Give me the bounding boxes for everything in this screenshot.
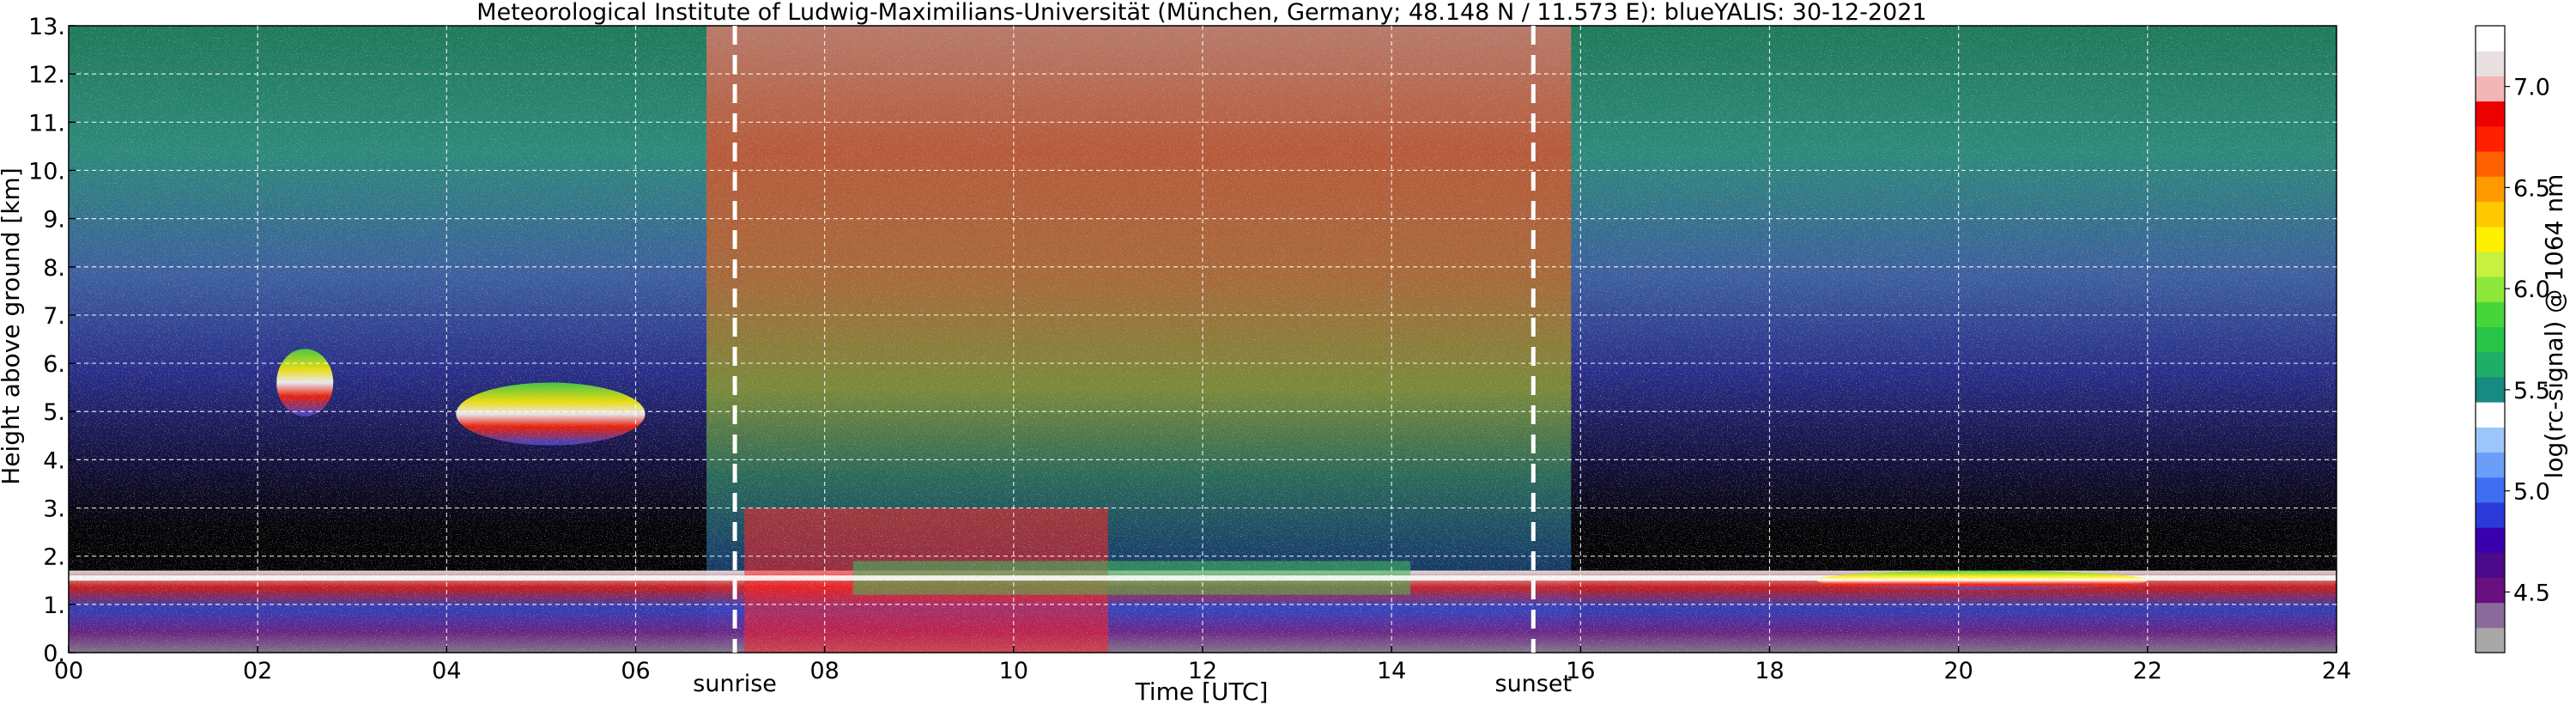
colorbar: 4.5 5.0 5.5 6.0 6.5 7.0: [2475, 25, 2550, 653]
colorbar-segment: [2476, 477, 2505, 503]
colorbar-segment: [2476, 226, 2505, 252]
event-label-sunset: sunset: [1495, 671, 1573, 697]
colorbar-segment: [2476, 176, 2505, 202]
x-tick-label: 04: [432, 658, 461, 684]
y-tick-label: 12.: [28, 62, 65, 88]
colorbar-segment: [2476, 627, 2505, 653]
colorbar-segment: [2476, 577, 2505, 604]
colorbar-label: log(rc-signal) @ 1064 nm: [2540, 174, 2568, 479]
y-tick-label: 1.: [43, 592, 65, 619]
x-tick-label: 06: [621, 658, 650, 684]
y-tick-label: 10.: [28, 158, 65, 185]
colorbar-segment: [2476, 26, 2505, 52]
colorbar-segment: [2476, 251, 2505, 277]
y-tick-label: 11.: [28, 110, 65, 137]
colorbar-segment: [2476, 402, 2505, 428]
colorbar-tick-label: 5.0: [2513, 479, 2550, 506]
y-tick-label: 5.: [43, 399, 65, 426]
y-tick-label: 13.: [28, 14, 65, 40]
x-axis-ticks: 00 02 04 06 08 10 12 14 16 18 20 22 24: [54, 646, 2351, 684]
colorbar-segment: [2476, 527, 2505, 553]
x-tick-label: 10: [999, 658, 1028, 684]
event-markers: sunrise sunset: [693, 26, 1572, 697]
x-tick-label: 02: [243, 658, 272, 684]
colorbar-tick-label: 5.5: [2513, 378, 2550, 404]
colorbar-segment: [2476, 501, 2505, 528]
event-label-sunrise: sunrise: [693, 671, 777, 697]
x-tick-label: 20: [1943, 658, 1973, 684]
colorbar-frame: [2475, 25, 2506, 653]
colorbar-segment: [2476, 201, 2505, 228]
colorbar-segment: [2476, 326, 2505, 353]
x-tick-label: 18: [1755, 658, 1784, 684]
y-tick-label: 2.: [43, 544, 65, 571]
colorbar-segment: [2476, 276, 2505, 302]
x-tick-label: 00: [54, 658, 83, 684]
y-tick-label: 4.: [43, 447, 65, 474]
colorbar-segment: [2476, 301, 2505, 327]
colorbar-tick-label: 7.0: [2513, 75, 2550, 101]
x-tick-label: 22: [2133, 658, 2162, 684]
colorbar-segment: [2476, 552, 2505, 578]
y-tick-label: 6.: [43, 351, 65, 378]
colorbar-segment: [2476, 452, 2505, 478]
x-tick-label: 14: [1377, 658, 1406, 684]
y-tick-label: 0.: [43, 641, 65, 667]
grid-lines: [69, 26, 2337, 653]
x-axis-label: Time [UTC]: [1135, 678, 1269, 706]
colorbar-segment: [2476, 100, 2505, 127]
x-tick-label: 08: [809, 658, 839, 684]
colorbar-segment: [2476, 125, 2505, 152]
colorbar-tick-label: 6.0: [2513, 276, 2550, 303]
x-tick-label: 12: [1188, 658, 1217, 684]
colorbar-segment: [2476, 51, 2505, 76]
colorbar-segment: [2476, 76, 2505, 102]
colorbar-segment: [2476, 602, 2505, 629]
y-tick-label: 3.: [43, 496, 65, 523]
colorbar-segment: [2476, 427, 2505, 453]
y-tick-label: 8.: [43, 255, 65, 282]
y-tick-label: 9.: [43, 207, 65, 234]
x-tick-label: 16: [1566, 658, 1595, 684]
y-axis-ticks: 0. 1. 2. 3. 4. 5. 6. 7. 8. 9. 10. 11. 12. 13.: [28, 14, 76, 667]
y-tick-label: 7.: [43, 303, 65, 330]
x-tick-label: 24: [2322, 658, 2351, 684]
colorbar-tick-label: 6.5: [2513, 175, 2550, 202]
chart-title: Meteorological Institute of Ludwig-Maxim…: [476, 0, 1926, 26]
colorbar-segment: [2476, 151, 2505, 177]
colorbar-segment: [2476, 351, 2505, 378]
colorbar-segment: [2476, 376, 2505, 403]
colorbar-tick-label: 4.5: [2513, 580, 2550, 606]
y-axis-label: Height above ground [km]: [0, 167, 25, 485]
